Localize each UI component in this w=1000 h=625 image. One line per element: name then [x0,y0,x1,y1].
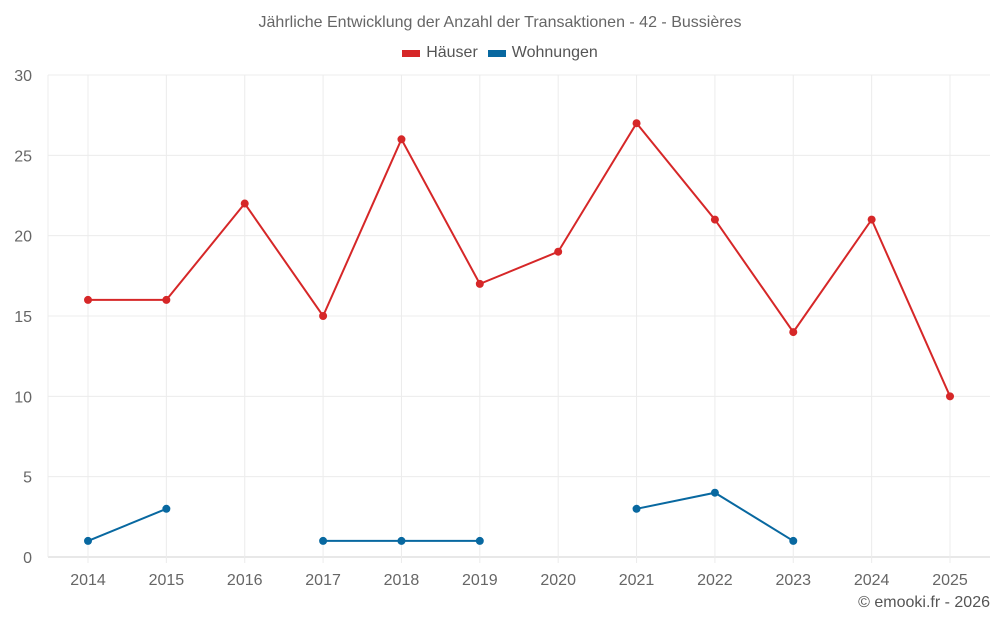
x-tick-label: 2025 [932,572,968,589]
x-tick-label: 2015 [149,572,185,589]
chart-title: Jährliche Entwicklung der Anzahl der Tra… [258,14,742,31]
x-tick-label: 2024 [854,572,890,589]
data-point-marker [789,328,798,337]
x-tick-label: 2014 [70,572,106,589]
legend-swatch-wohnungen [487,49,506,57]
data-point-marker [632,119,641,128]
y-tick-label: 25 [14,148,32,165]
x-tick-label: 2020 [540,572,576,589]
y-tick-label: 15 [14,309,32,326]
legend: Häuser Wohnungen [0,44,1000,62]
legend-label-haeuser: Häuser [426,44,478,61]
data-point-marker [319,536,328,545]
data-point-marker [84,295,92,304]
data-point-marker [84,536,92,545]
data-point-marker [946,392,954,401]
data-point-marker [710,215,719,224]
x-tick-label: 2017 [305,572,341,589]
data-point-marker [475,536,484,545]
data-point-marker [475,279,484,288]
data-point-marker [240,199,249,208]
legend-swatch-haeuser [402,49,421,57]
data-point-marker [397,135,406,144]
legend-item-haeuser[interactable]: Häuser [402,44,478,62]
data-point-marker [789,536,798,545]
data-point-marker [162,295,171,304]
copyright-credit: © emooki.fr - 2026 [858,594,990,611]
data-point-marker [867,215,876,224]
x-tick-label: 2018 [384,572,420,589]
y-tick-label: 0 [23,550,32,567]
legend-item-wohnungen[interactable]: Wohnungen [487,44,598,62]
data-point-marker [632,504,641,513]
data-point-marker [319,312,328,320]
x-tick-label: 2016 [227,572,263,589]
data-point-marker [554,247,563,256]
y-tick-label: 20 [14,229,32,246]
x-tick-label: 2022 [697,572,733,589]
data-point-marker [397,536,406,545]
legend-label-wohnungen: Wohnungen [511,44,598,61]
data-point-marker [162,504,171,513]
y-tick-label: 30 [14,68,32,85]
y-tick-label: 5 [23,470,32,487]
x-tick-label: 2019 [462,572,498,589]
series-line-1 [87,507,167,542]
x-tick-label: 2021 [619,572,655,589]
x-tick-label: 2023 [775,572,811,589]
y-tick-label: 10 [14,389,32,406]
series-line-0 [88,121,951,397]
data-point-marker [710,488,719,497]
